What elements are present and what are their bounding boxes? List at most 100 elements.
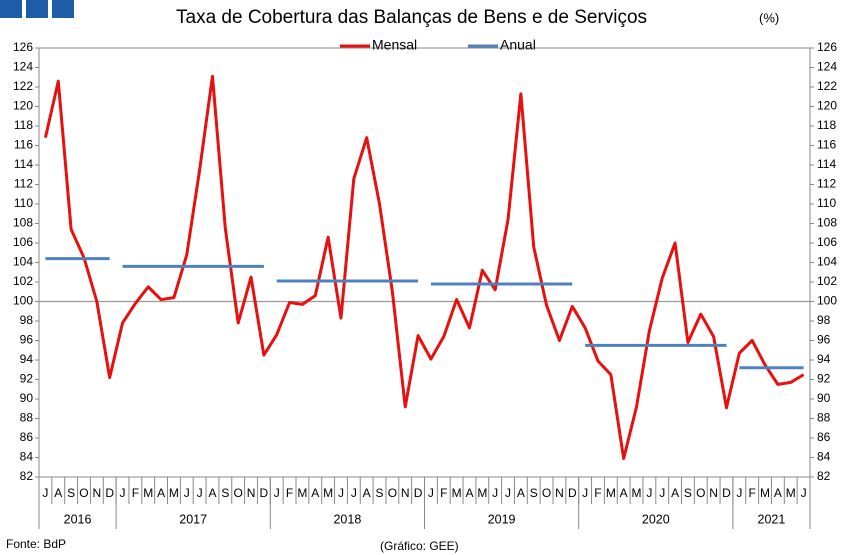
x-tick-label: O	[388, 486, 397, 500]
chart-title: Taxa de Cobertura das Balanças de Bens e…	[176, 7, 647, 28]
x-tick-label: N	[709, 486, 718, 500]
y-tick-label: 112	[14, 177, 33, 191]
x-tick-label: J	[184, 486, 190, 500]
y-tick-label: 126	[13, 40, 33, 54]
y2-tick-label: 120	[817, 99, 837, 113]
year-label: 2018	[333, 512, 361, 526]
y-tick-label: 110	[14, 196, 33, 210]
x-tick-label: O	[234, 486, 243, 500]
legend-label: Mensal	[372, 37, 417, 53]
y2-tick-label: 126	[817, 40, 837, 54]
x-tick-label: A	[54, 486, 62, 500]
credit: (Gráfico: GEE)	[380, 539, 459, 553]
y2-tick-label: 94	[817, 352, 831, 366]
x-tick-label: J	[197, 486, 203, 500]
y-tick-label: 90	[20, 391, 34, 405]
logo-block	[26, 0, 48, 18]
x-tick-label: M	[297, 486, 307, 500]
plot-frame	[38, 47, 811, 478]
x-tick-label: M	[632, 486, 642, 500]
x-tick-label: M	[477, 486, 487, 500]
x-tick-label: A	[363, 486, 371, 500]
y2-tick-label: 124	[817, 60, 837, 74]
x-tick-label: A	[774, 486, 782, 500]
x-tick-label: N	[92, 486, 101, 500]
y2-tick-label: 118	[817, 118, 836, 132]
x-tick-label: J	[736, 486, 742, 500]
x-tick-label: M	[143, 486, 153, 500]
y-tick-label: 98	[20, 313, 34, 327]
x-tick-label: S	[376, 486, 384, 500]
year-label: 2021	[758, 512, 786, 526]
y-tick-label: 114	[14, 157, 33, 171]
y2-tick-label: 98	[817, 313, 831, 327]
y-tick-label: 122	[13, 79, 33, 93]
x-tick-label: J	[42, 486, 48, 500]
unit-label: (%)	[759, 10, 779, 25]
x-tick-label: A	[157, 486, 165, 500]
y2-tick-label: 110	[817, 196, 836, 210]
x-tick-label: A	[208, 486, 216, 500]
y2-tick-label: 90	[817, 391, 831, 405]
x-tick-label: M	[606, 486, 616, 500]
x-tick-label: M	[786, 486, 796, 500]
y2-tick-label: 114	[817, 157, 836, 171]
logo-block	[0, 0, 22, 18]
x-tick-label: D	[414, 486, 423, 500]
x-tick-label: A	[620, 486, 628, 500]
x-tick-label: N	[555, 486, 564, 500]
x-tick-label: S	[221, 486, 229, 500]
year-label: 2019	[488, 512, 516, 526]
y2-tick-label: 88	[817, 411, 831, 425]
logo-block	[52, 0, 74, 18]
x-tick-label: F	[132, 486, 139, 500]
y-tick-label: 96	[20, 333, 34, 347]
y-tick-label: 92	[20, 372, 34, 386]
y-tick-label: 86	[20, 430, 34, 444]
line-series	[43, 74, 805, 460]
x-tick-label: S	[684, 486, 692, 500]
y-tick-label: 104	[13, 255, 33, 269]
legend-label: Anual	[500, 37, 536, 53]
year-label: 2016	[64, 512, 92, 526]
y2-tick-label: 100	[817, 294, 837, 308]
y2-tick-label: 82	[817, 469, 831, 483]
y-tick-label: 102	[13, 274, 33, 288]
x-tick-label: D	[722, 486, 731, 500]
x-tick-label: M	[452, 486, 462, 500]
x-tick-label: F	[594, 486, 601, 500]
y2-tick-label: 102	[817, 274, 837, 288]
year-label: 2017	[179, 512, 207, 526]
y2-tick-label: 96	[817, 333, 831, 347]
x-tick-label: A	[517, 486, 525, 500]
x-tick-label: J	[338, 486, 344, 500]
x-tick-label: J	[801, 486, 807, 500]
x-tick-label: J	[659, 486, 665, 500]
year-label: 2020	[642, 512, 670, 526]
x-tick-label: J	[646, 486, 652, 500]
x-tick-label: S	[67, 486, 75, 500]
x-tick-label: J	[120, 486, 126, 500]
y-tick-label: 116	[14, 138, 33, 152]
y-tick-label: 82	[20, 469, 34, 483]
y-tick-label: 106	[13, 235, 33, 249]
x-tick-label: F	[286, 486, 293, 500]
x-tick-label: A	[671, 486, 679, 500]
x-tick-label: D	[260, 486, 269, 500]
y2-tick-label: 106	[817, 235, 837, 249]
y2-tick-label: 92	[817, 372, 831, 386]
y2-tick-label: 108	[817, 216, 837, 230]
source: Fonte: BdP	[6, 537, 66, 551]
x-tick-label: D	[105, 486, 114, 500]
y2-tick-label: 122	[817, 79, 837, 93]
y-tick-label: 124	[13, 60, 33, 74]
x-tick-label: J	[351, 486, 357, 500]
x-tick-label: F	[440, 486, 447, 500]
y2-tick-label: 86	[817, 430, 831, 444]
y-tick-label: 120	[13, 99, 33, 113]
x-tick-label: S	[530, 486, 538, 500]
x-tick-label: M	[323, 486, 333, 500]
y-tick-label: 118	[14, 118, 33, 132]
y2-tick-label: 116	[817, 138, 836, 152]
